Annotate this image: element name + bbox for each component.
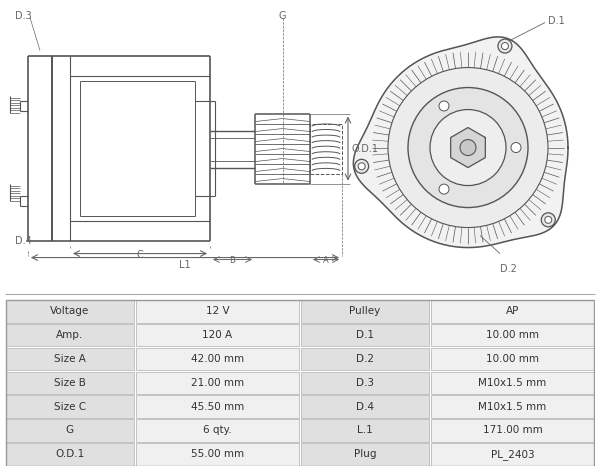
Text: D.1: D.1 [356,330,374,340]
Bar [431,300,594,322]
Text: O.D.1: O.D.1 [352,143,379,154]
Text: 10.00 mm: 10.00 mm [486,354,539,364]
Bar [6,300,134,322]
Bar [136,395,299,418]
Text: AP: AP [506,306,519,316]
Circle shape [511,142,521,153]
Text: 10.00 mm: 10.00 mm [486,330,539,340]
Text: D.4: D.4 [356,402,374,412]
Text: Amp.: Amp. [56,330,83,340]
Bar [301,372,429,394]
Text: D.3: D.3 [356,378,374,388]
Polygon shape [451,127,485,167]
Bar [6,324,134,346]
Text: Size C: Size C [53,402,86,412]
Text: O.D.1: O.D.1 [55,449,85,459]
Circle shape [541,213,555,227]
Circle shape [545,216,552,223]
Bar [431,348,594,370]
Bar [136,372,299,394]
Bar [431,443,594,466]
Text: M10x1.5 mm: M10x1.5 mm [478,378,547,388]
Text: 55.00 mm: 55.00 mm [191,449,244,459]
Text: D.2: D.2 [356,354,374,364]
Text: L.1: L.1 [357,425,373,436]
Circle shape [388,68,548,227]
Bar [431,395,594,418]
Text: 21.00 mm: 21.00 mm [191,378,244,388]
Bar [301,443,429,466]
Bar [136,300,299,322]
Bar [136,348,299,370]
Text: 12 V: 12 V [206,306,229,316]
Text: 6 qty.: 6 qty. [203,425,232,436]
Bar [301,324,429,346]
Bar [136,324,299,346]
Text: 120 A: 120 A [202,330,232,340]
Bar [431,419,594,442]
Text: G: G [65,425,74,436]
Text: D.1: D.1 [548,16,565,25]
Text: M10x1.5 mm: M10x1.5 mm [478,402,547,412]
Text: L1: L1 [179,259,191,270]
Circle shape [502,43,508,49]
Text: C: C [137,250,143,259]
Text: Pulley: Pulley [349,306,380,316]
Bar [6,348,134,370]
Text: B: B [229,256,235,265]
Bar [6,419,134,442]
Text: Voltage: Voltage [50,306,89,316]
Bar [136,419,299,442]
Polygon shape [353,37,568,248]
Bar [431,324,594,346]
Bar [301,348,429,370]
Text: D.3: D.3 [15,10,32,21]
Circle shape [460,140,476,156]
Text: 45.50 mm: 45.50 mm [191,402,244,412]
Bar [6,372,134,394]
Text: D.2: D.2 [500,264,517,274]
Text: Size B: Size B [54,378,86,388]
Circle shape [358,163,365,170]
Circle shape [498,39,512,53]
Bar [310,124,342,173]
Text: Plug: Plug [353,449,376,459]
Bar [301,419,429,442]
Circle shape [430,110,506,186]
Text: 42.00 mm: 42.00 mm [191,354,244,364]
Text: PL_2403: PL_2403 [491,449,535,460]
Bar [136,443,299,466]
Bar [6,443,134,466]
Circle shape [439,184,449,194]
Text: 171.00 mm: 171.00 mm [482,425,542,436]
Text: G: G [279,10,286,21]
Text: A: A [323,256,329,265]
Text: D.4: D.4 [15,235,32,245]
Circle shape [439,101,449,111]
Circle shape [408,87,528,208]
Circle shape [355,159,368,173]
Bar [6,395,134,418]
Text: Size A: Size A [54,354,86,364]
Bar [301,395,429,418]
Bar [431,372,594,394]
Bar [301,300,429,322]
